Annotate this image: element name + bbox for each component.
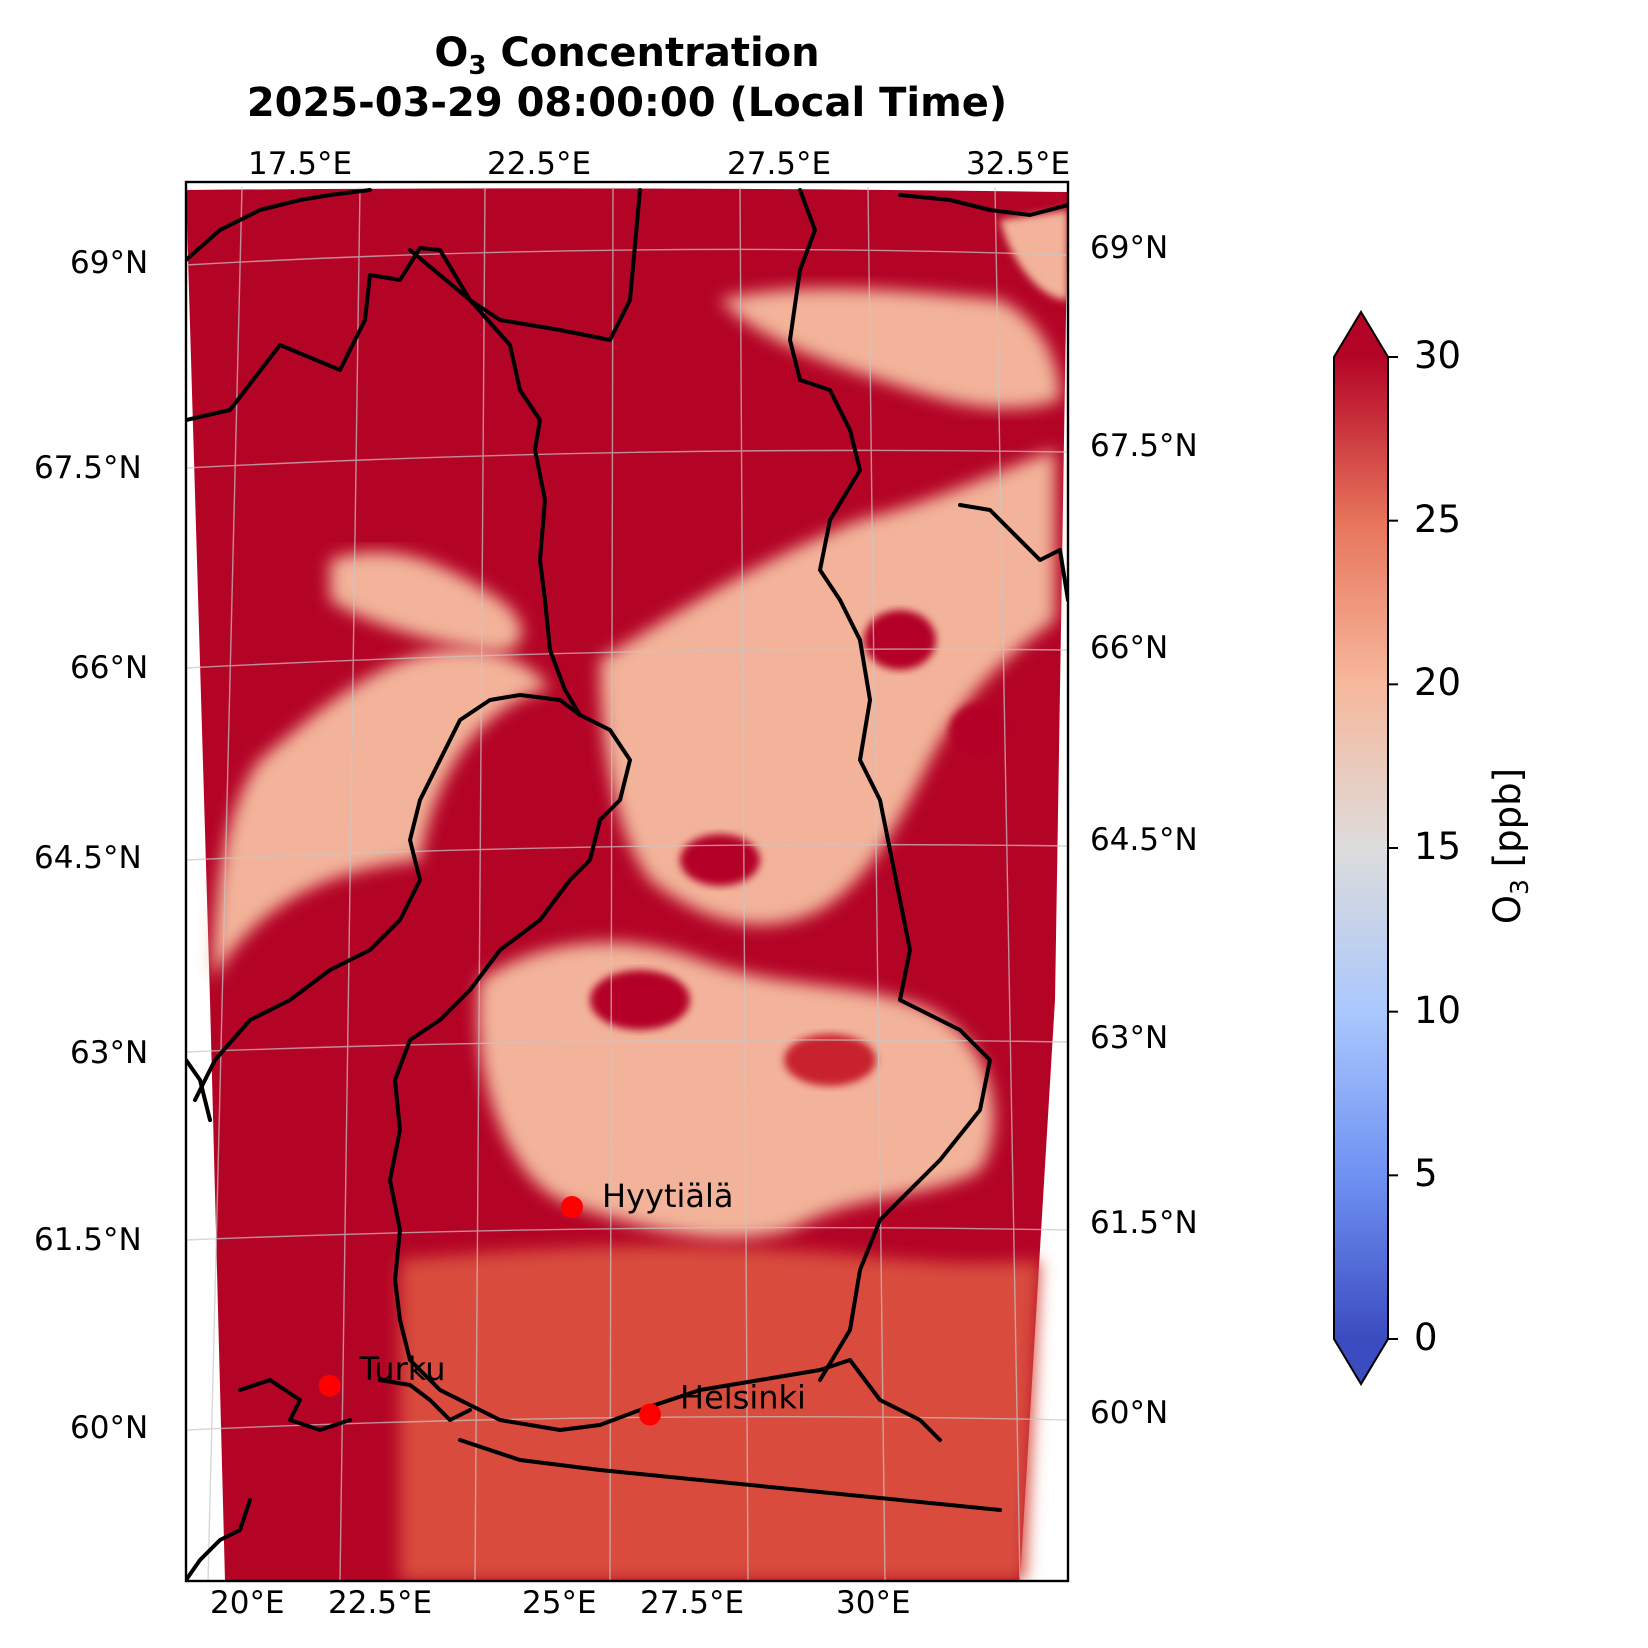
colorbar-tick-label: 20	[1414, 661, 1462, 705]
city-label: Helsinki	[680, 1379, 806, 1417]
ozone-field	[186, 188, 1068, 1581]
ozone-low-region-north-west	[330, 552, 522, 652]
lat-tick-right: 66°N	[1090, 630, 1169, 666]
colorbar-tick-label: 0	[1414, 1316, 1438, 1359]
colorbar-label: O3 [ppb]	[1486, 767, 1534, 925]
colorbar-extend-max	[1334, 312, 1388, 357]
colorbar-tick-label: 5	[1414, 1152, 1438, 1196]
lat-tick-right: 64.5°N	[1090, 822, 1198, 858]
colorbar-extend-min	[1334, 1339, 1388, 1384]
lat-tick-right: 63°N	[1090, 1020, 1169, 1056]
ozone-low-region-west	[212, 648, 548, 980]
graticule	[186, 187, 1068, 1581]
map-frame	[184, 180, 1070, 1583]
lat-tick-left: 67.5°N	[34, 450, 142, 486]
coastlines-borders	[186, 188, 1068, 1581]
colorbar	[1333, 310, 1389, 1386]
lon-tick-bottom: 25°E	[522, 1585, 597, 1621]
city-label: Turku	[359, 1350, 446, 1388]
lat-tick-right: 67.5°N	[1090, 428, 1198, 464]
city-marker	[561, 1196, 583, 1218]
city-label: Hyytiälä	[602, 1177, 733, 1215]
lat-tick-left: 64.5°N	[34, 840, 142, 876]
lon-tick-top: 17.5°E	[248, 146, 353, 182]
colorbar-tick-label: 10	[1414, 988, 1462, 1032]
chart-title: O3 Concentration	[434, 30, 820, 81]
lon-tick-top: 22.5°E	[487, 146, 592, 182]
colorbar-tick-label: 15	[1414, 825, 1462, 868]
lon-tick-bottom: 30°E	[836, 1585, 911, 1621]
ozone-low-region-east	[600, 450, 1055, 925]
lat-tick-left: 69°N	[70, 245, 149, 281]
lat-tick-left: 66°N	[70, 650, 149, 686]
lat-tick-right: 69°N	[1090, 230, 1169, 266]
chart-subtitle: 2025-03-29 08:00:00 (Local Time)	[246, 80, 1008, 126]
lat-tick-right: 60°N	[1090, 1395, 1169, 1431]
lat-tick-left: 60°N	[70, 1410, 149, 1446]
lat-tick-left: 63°N	[70, 1035, 149, 1071]
city-marker	[639, 1403, 661, 1426]
lat-tick-right: 61.5°N	[1090, 1205, 1198, 1241]
ozone-low-region-north	[720, 288, 1060, 409]
lon-tick-top: 32.5°E	[966, 146, 1071, 182]
colorbar-tick-label: 25	[1414, 497, 1462, 541]
colorbar-gradient	[1334, 357, 1388, 1339]
colorbar-tick-label: 30	[1414, 334, 1462, 377]
lon-tick-bottom: 20°E	[210, 1585, 285, 1621]
lat-tick-left: 61.5°N	[34, 1222, 142, 1258]
lon-tick-top: 27.5°E	[727, 146, 832, 182]
city-marker	[318, 1374, 341, 1397]
lon-tick-bottom: 27.5°E	[640, 1585, 745, 1621]
lon-tick-bottom: 22.5°E	[328, 1585, 433, 1621]
